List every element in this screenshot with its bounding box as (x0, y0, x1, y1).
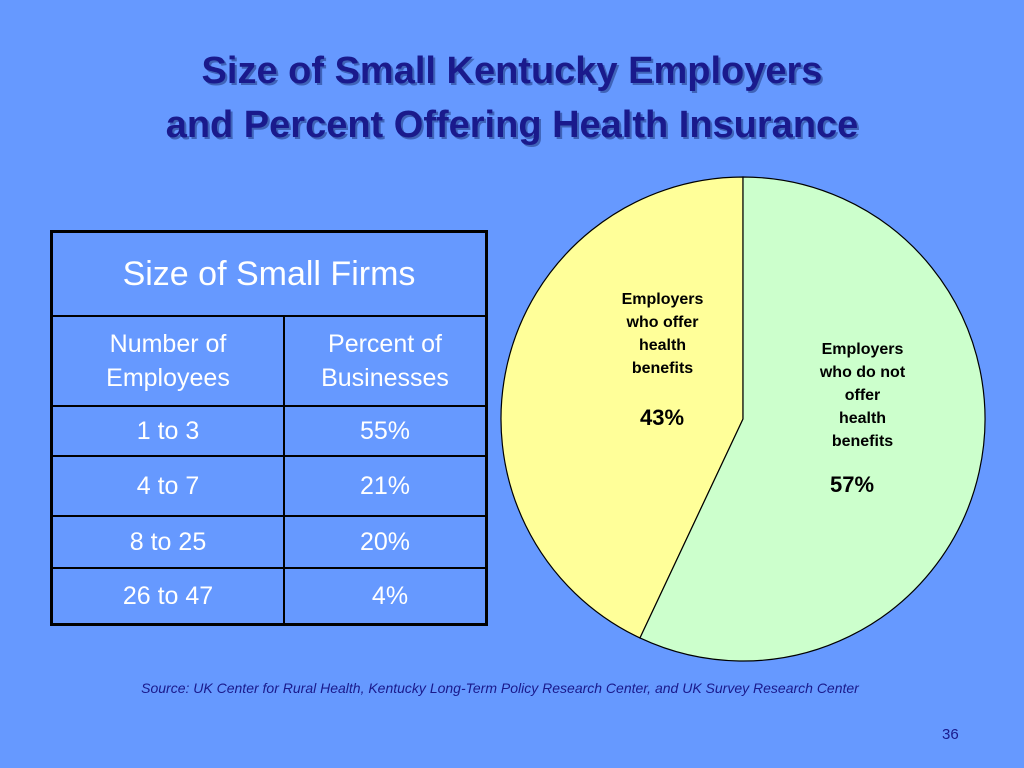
percent-cell: 55% (283, 405, 488, 457)
slice-label-line: benefits (831, 433, 894, 450)
firm-size-table: Size of Small Firms Number of Employees … (50, 230, 488, 626)
slice-label-line: health (838, 410, 887, 427)
employees-cell: 4 to 7 (50, 455, 285, 517)
page-number: 36 (942, 726, 959, 743)
table-row: 8 to 25 20% (50, 515, 488, 569)
pie-slice-not-offer (639, 176, 986, 662)
table-row: 4 to 7 21% (50, 455, 488, 517)
slice-value-offer: 43% (640, 405, 685, 430)
slice-value-not-offer: 57% (830, 472, 875, 497)
title-line-2: and Percent Offering Health Insurance (165, 104, 859, 146)
slice-label-not-offer: Employers who do not offer health benefi… (800, 338, 925, 453)
slice-label-offer: Employers who offer health benefits (600, 288, 725, 380)
employees-cell: 1 to 3 (50, 405, 285, 457)
employees-cell: 26 to 47 (50, 567, 285, 626)
employees-cell: 8 to 25 (50, 515, 285, 569)
slice-label-line: health (638, 337, 687, 354)
table-title: Size of Small Firms (50, 230, 488, 317)
source-note: Source: UK Center for Rural Health, Kent… (141, 680, 859, 696)
column-header-line: Number of (109, 330, 227, 358)
column-header-employees: Number of Employees (50, 315, 285, 407)
percent-cell: 21% (283, 455, 488, 517)
slice-label-line: benefits (631, 360, 694, 377)
percent-cell: 20% (283, 515, 488, 569)
column-header-line: Employees (106, 364, 230, 392)
percent-cell: 4% (283, 567, 488, 626)
slice-label-line: Employers (621, 291, 704, 308)
pie-slice-offer (500, 176, 744, 639)
slide-title: Size of Small Kentucky Employers and Per… (0, 44, 1024, 152)
slice-label-line: offer (844, 387, 881, 404)
title-line-1: Size of Small Kentucky Employers (201, 50, 823, 92)
slice-label-line: who do not (819, 364, 906, 381)
column-header-line: Businesses (321, 364, 449, 392)
column-header-line: Percent of (328, 330, 442, 358)
column-header-percent: Percent of Businesses (283, 315, 488, 407)
table-row: 26 to 47 4% (50, 567, 488, 626)
slice-label-line: Employers (821, 341, 904, 358)
table-row: 1 to 3 55% (50, 405, 488, 457)
slice-label-line: who offer (626, 314, 699, 331)
